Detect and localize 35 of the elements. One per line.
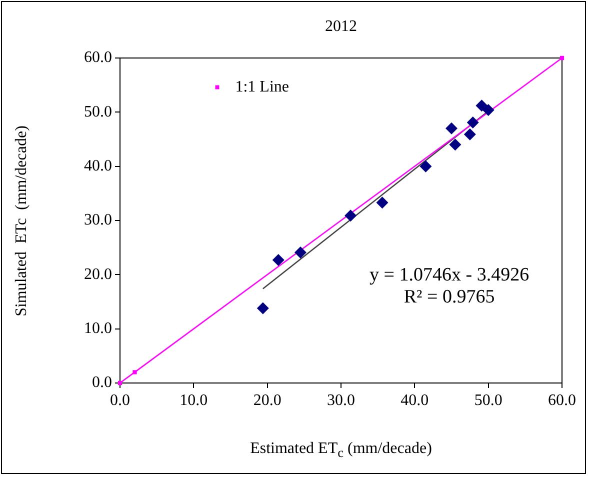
x-tick-label: 0.0 <box>110 392 130 409</box>
point <box>132 370 137 374</box>
x-tick-label: 30.0 <box>327 392 355 409</box>
point <box>344 210 357 222</box>
x-tick-label: 50.0 <box>474 392 502 409</box>
y-tick-label: 60.0 <box>84 49 112 66</box>
y-tick-label: 50.0 <box>84 103 112 120</box>
x-tick-label: 40.0 <box>400 392 429 409</box>
point <box>256 302 269 314</box>
point <box>482 104 494 116</box>
x-tick-label: 10.0 <box>180 392 208 409</box>
point <box>272 254 284 266</box>
x-tick-label: 20.0 <box>253 392 282 409</box>
y-tick-label: 30.0 <box>84 212 112 229</box>
legend-label: 1:1 Line <box>235 78 290 96</box>
point <box>446 122 458 134</box>
annotation: R² = 0.9765 <box>404 286 495 308</box>
point <box>464 128 476 140</box>
y-tick-label: 20.0 <box>84 266 112 283</box>
y-tick-label: 40.0 <box>84 158 112 175</box>
x-axis-title: Estimated ET$_{c}$ (mm/decade) <box>249 440 433 462</box>
annotation: y = 1.0746x - 3.4926 <box>370 264 530 286</box>
chart-title: 2012 <box>324 18 358 36</box>
y-tick-label: 0.0 <box>92 374 112 392</box>
point <box>560 56 564 60</box>
y-axis-title: Simulated ETc (mm/decade) <box>13 126 31 316</box>
point <box>476 100 488 112</box>
point <box>449 138 462 151</box>
point <box>420 160 432 172</box>
point <box>118 380 122 386</box>
x-tick-label: 60.0 <box>548 392 576 409</box>
point <box>376 196 388 209</box>
point <box>466 116 479 128</box>
y-tick-label: 10.0 <box>84 320 112 338</box>
point <box>294 246 306 258</box>
